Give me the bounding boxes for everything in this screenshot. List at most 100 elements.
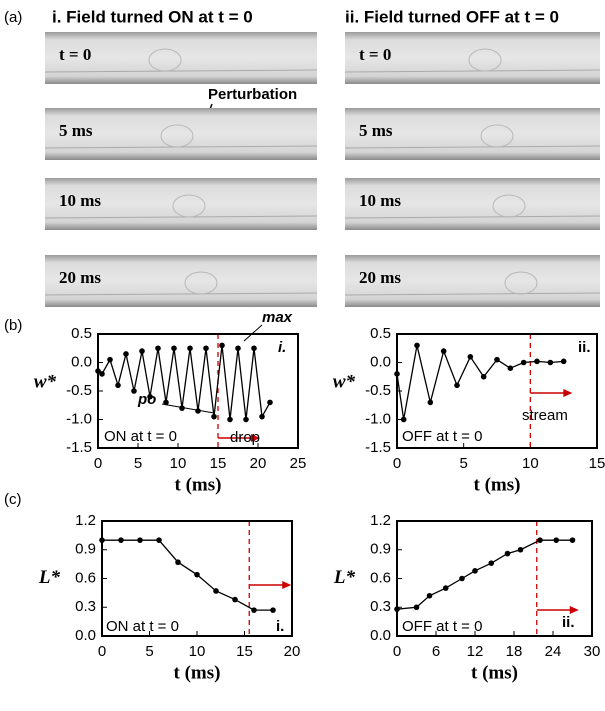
data-point	[211, 413, 217, 420]
y-tick-label: -1.0	[66, 410, 92, 427]
channel-edge	[44, 292, 318, 296]
frame-label: 20 ms	[59, 268, 101, 287]
panel-label: (b)	[4, 317, 22, 334]
x-tick-label: 12	[467, 643, 484, 660]
channel-edge	[344, 215, 601, 219]
data-point	[507, 365, 514, 372]
y-axis-label: w*	[333, 371, 356, 392]
x-tick-label: 15	[210, 455, 227, 472]
y-tick-label: 0.5	[71, 325, 92, 342]
y-tick-label: 0.0	[71, 353, 92, 370]
x-tick-label: 25	[290, 455, 307, 472]
data-point	[219, 342, 225, 349]
annotation: po	[137, 391, 156, 408]
y-tick-label: -1.5	[365, 439, 391, 456]
y-tick-label: 1.2	[75, 512, 96, 529]
data-point	[203, 345, 209, 352]
data-point	[472, 568, 478, 574]
y-tick-label: 0.3	[75, 598, 96, 615]
panel-label: (c)	[4, 491, 22, 508]
x-tick-label: 0	[393, 455, 401, 472]
y-tick-label: 0.0	[75, 627, 96, 644]
series-line	[102, 539, 273, 611]
x-tick-label: 0	[94, 455, 102, 472]
x-tick-label: 6	[432, 643, 440, 660]
data-point	[480, 373, 487, 380]
annotation: ON at t = 0	[104, 428, 177, 445]
annotation: OFF at t = 0	[402, 428, 482, 445]
droplet	[504, 271, 538, 295]
y-axis-label: L*	[333, 567, 356, 588]
y-tick-label: 0.6	[75, 569, 96, 586]
y-tick-label: -1.5	[66, 439, 92, 456]
data-point	[442, 585, 449, 591]
leader	[243, 324, 263, 342]
annotation: ON at t = 0	[106, 618, 179, 635]
data-point	[171, 345, 177, 352]
column-title: i. Field turned ON at t = 0	[52, 7, 253, 26]
y-tick-label: 0.5	[370, 325, 391, 342]
perturbation-label: Perturbation	[208, 86, 297, 103]
annotation: i.	[276, 618, 284, 635]
data-point	[267, 399, 273, 406]
data-point	[232, 596, 238, 603]
data-point	[534, 358, 540, 365]
data-point	[413, 604, 420, 611]
data-point	[520, 359, 527, 366]
micrograph	[45, 108, 317, 160]
data-point	[175, 559, 181, 566]
x-axis-label: t (ms)	[175, 474, 222, 495]
droplet	[172, 194, 206, 218]
data-point	[547, 359, 554, 366]
y-tick-label: -0.5	[365, 382, 391, 399]
x-tick-label: 10	[522, 455, 539, 472]
micrograph	[345, 108, 600, 160]
data-point	[459, 575, 465, 582]
frame-label: t = 0	[59, 45, 91, 64]
data-point	[213, 588, 219, 594]
data-point	[147, 393, 153, 400]
droplet	[148, 48, 182, 72]
frame-label: 20 ms	[359, 268, 401, 287]
x-axis-label: t (ms)	[474, 474, 521, 495]
data-point	[187, 345, 193, 352]
channel-edge	[344, 69, 601, 73]
annotation: ii.	[562, 614, 575, 631]
red-arrow-head	[563, 389, 573, 397]
leader	[161, 403, 215, 414]
channel-edge	[44, 69, 318, 73]
plot-frame	[396, 520, 593, 637]
data-point	[414, 342, 420, 349]
y-tick-label: 0.3	[370, 598, 391, 615]
y-tick-label: 0.6	[370, 569, 391, 586]
channel-edge	[344, 145, 601, 149]
panel-label: (a)	[4, 9, 22, 26]
x-tick-label: 15	[236, 643, 253, 660]
data-point	[131, 388, 137, 394]
data-point	[569, 537, 576, 543]
data-point	[488, 560, 495, 566]
y-tick-label: -1.0	[365, 410, 391, 427]
frame-label: 5 ms	[59, 121, 93, 140]
x-tick-label: 5	[134, 455, 142, 472]
data-point	[227, 416, 233, 423]
x-tick-label: 5	[145, 643, 153, 660]
plot-frame	[101, 520, 293, 637]
frame-label: t = 0	[359, 45, 391, 64]
y-tick-label: 0.9	[75, 541, 96, 558]
data-point	[179, 405, 185, 411]
frame-label: 10 ms	[59, 191, 101, 210]
x-axis-label: t (ms)	[174, 662, 221, 683]
data-point	[494, 356, 500, 363]
plot-frame	[97, 333, 299, 449]
micrograph	[345, 32, 600, 84]
data-point	[156, 537, 162, 543]
annotation: drop	[230, 429, 260, 446]
data-point	[259, 413, 265, 420]
data-point	[553, 537, 560, 543]
data-point	[137, 537, 143, 543]
data-point	[504, 550, 511, 557]
data-point	[99, 371, 105, 377]
x-tick-label: 10	[170, 455, 187, 472]
